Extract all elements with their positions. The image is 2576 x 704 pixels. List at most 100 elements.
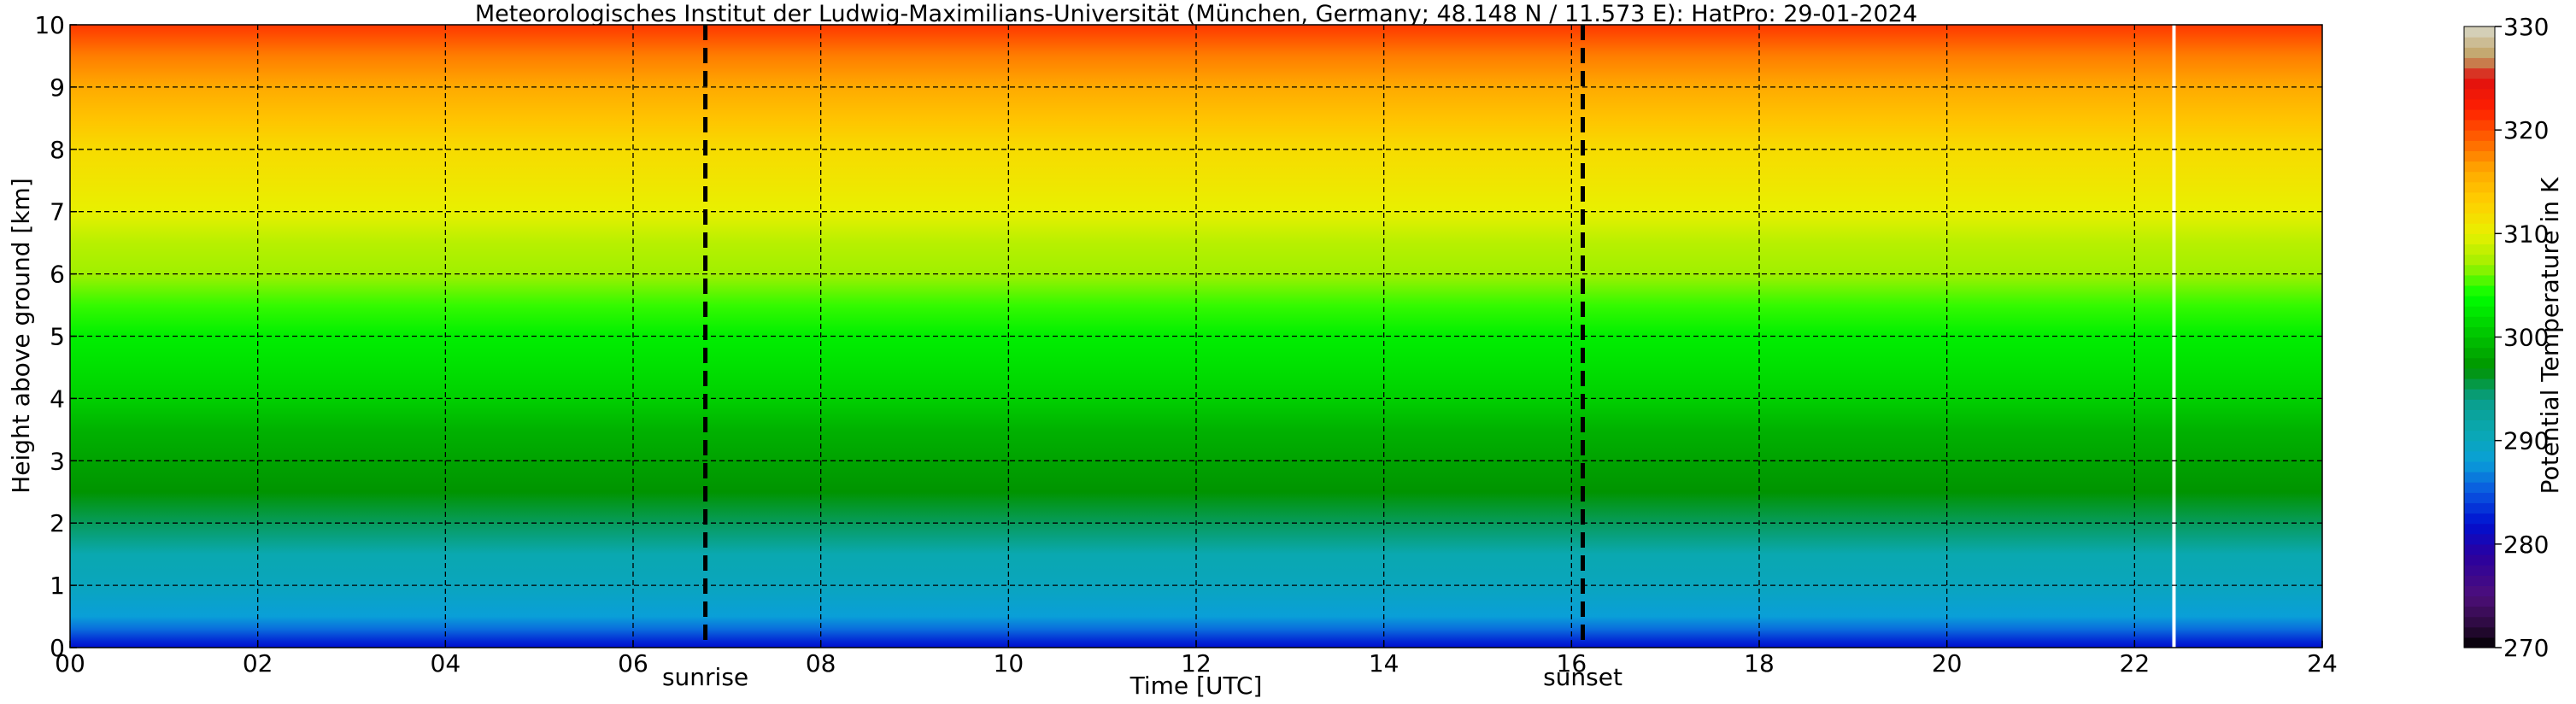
colorbar-segment	[2464, 57, 2495, 69]
colorbar-segment	[2464, 120, 2495, 131]
colorbar-segment	[2464, 367, 2495, 379]
colorbar-segment	[2464, 191, 2495, 203]
colorbar-label: Potential Temperature in K	[2536, 177, 2564, 494]
colorbar-segment	[2464, 243, 2495, 255]
colorbar: 270 280 290 300 310 320 330	[2463, 13, 2549, 662]
colorbar-segment	[2464, 461, 2495, 472]
colorbar-segment	[2464, 109, 2495, 120]
colorbar-tick-label: 310	[2503, 220, 2549, 248]
colorbar-segment	[2464, 98, 2495, 110]
x-tick-label: 22	[2120, 649, 2151, 678]
colorbar-tick-label: 280	[2503, 531, 2549, 559]
colorbar-segment	[2464, 78, 2495, 90]
colorbar-segment	[2464, 67, 2495, 79]
x-axis-label: Time [UTC]	[1130, 672, 1263, 700]
colorbar-segment	[2464, 337, 2495, 349]
y-tick-label: 6	[50, 261, 65, 289]
y-tick-label: 1	[50, 572, 65, 600]
x-tick-label: 00	[55, 649, 85, 678]
colorbar-segment	[2464, 585, 2495, 597]
colorbar-segment	[2464, 575, 2495, 586]
y-tick-label: 8	[50, 136, 65, 164]
colorbar-segment	[2464, 616, 2495, 628]
x-tick-label: 08	[806, 649, 836, 678]
y-tick-label: 4	[50, 384, 65, 413]
colorbar-tick-label: 270	[2503, 634, 2549, 662]
y-tick-label: 9	[50, 73, 65, 102]
colorbar-segment	[2464, 409, 2495, 421]
colorbar-segment	[2464, 171, 2495, 183]
colorbar-segment	[2464, 181, 2495, 193]
x-tick-label: 12	[1181, 649, 1212, 678]
colorbar-segment	[2464, 47, 2495, 58]
y-axis-ticks: 0 1 2 3 4 5 6 7 8 9 10	[34, 11, 77, 662]
colorbar-segment	[2464, 472, 2495, 483]
colorbar-tick-label: 320	[2503, 116, 2549, 144]
colorbar-segment	[2464, 440, 2495, 452]
chart-title: Meteorologisches Institut der Ludwig-Max…	[475, 1, 1917, 27]
colorbar-segment	[2464, 606, 2495, 618]
colorbar-segment	[2464, 482, 2495, 493]
x-tick-label: 20	[1932, 649, 1963, 678]
colorbar-segment	[2464, 88, 2495, 100]
colorbar-segment	[2464, 389, 2495, 400]
sunset-label: sunset	[1543, 663, 1622, 691]
sun-event-lines: sunrise sunset	[662, 25, 1622, 691]
colorbar-segment	[2464, 274, 2495, 286]
colorbar-segment	[2464, 523, 2495, 535]
colorbar-segment	[2464, 130, 2495, 141]
grid-lines	[70, 25, 2322, 648]
colorbar-segment	[2464, 285, 2495, 296]
colorbar-segment	[2464, 161, 2495, 173]
colorbar-tick-label: 290	[2503, 427, 2549, 455]
colorbar-segment	[2464, 492, 2495, 503]
y-tick-label: 10	[34, 11, 65, 39]
y-tick-label: 0	[50, 634, 65, 662]
colorbar-segment	[2464, 140, 2495, 151]
y-tick-label: 2	[50, 509, 65, 537]
colorbar-segment	[2464, 37, 2495, 48]
colorbar-segment	[2464, 595, 2495, 607]
colorbar-segment	[2464, 264, 2495, 276]
colorbar-segment	[2464, 306, 2495, 317]
sunrise-label: sunrise	[662, 663, 748, 691]
colorbar-segment	[2464, 419, 2495, 431]
colorbar-segment	[2464, 533, 2495, 545]
colorbar-segment	[2464, 357, 2495, 369]
colorbar-segment	[2464, 399, 2495, 410]
colorbar-segment	[2464, 543, 2495, 555]
colorbar-segment	[2464, 223, 2495, 234]
x-tick-label: 02	[243, 649, 273, 678]
colorbar-segment	[2464, 254, 2495, 266]
y-axis-label: Height above ground [km]	[7, 178, 35, 494]
colorbar-segment	[2464, 554, 2495, 566]
x-axis-ticks: 00 02 04 06 08 10 12 14 16 18 20 22 24	[55, 641, 2338, 678]
colorbar-segment	[2464, 378, 2495, 390]
colorbar-segment	[2464, 150, 2495, 162]
x-tick-label: 14	[1369, 649, 1399, 678]
x-tick-label: 06	[618, 649, 648, 678]
colorbar-segment	[2464, 430, 2495, 442]
colorbar-segment	[2464, 513, 2495, 525]
colorbar-segment	[2464, 502, 2495, 514]
x-tick-label: 10	[994, 649, 1024, 678]
x-tick-label: 18	[1744, 649, 1775, 678]
y-tick-label: 7	[50, 198, 65, 226]
colorbar-tick-label: 300	[2503, 324, 2549, 352]
colorbar-segment	[2464, 347, 2495, 359]
colorbar-segment	[2464, 213, 2495, 224]
colorbar-segment	[2464, 326, 2495, 338]
colorbar-tick-label: 330	[2503, 13, 2549, 41]
colorbar-segment	[2464, 565, 2495, 576]
x-tick-label: 24	[2307, 649, 2338, 678]
colorbar-segment	[2464, 637, 2495, 648]
y-tick-label: 5	[50, 323, 65, 351]
colorbar-segment	[2464, 202, 2495, 214]
colorbar-segment	[2464, 450, 2495, 462]
y-tick-label: 3	[50, 447, 65, 475]
x-tick-label: 04	[431, 649, 461, 678]
colorbar-segment	[2464, 316, 2495, 327]
colorbar-segment	[2464, 26, 2495, 38]
colorbar-segment	[2464, 626, 2495, 638]
